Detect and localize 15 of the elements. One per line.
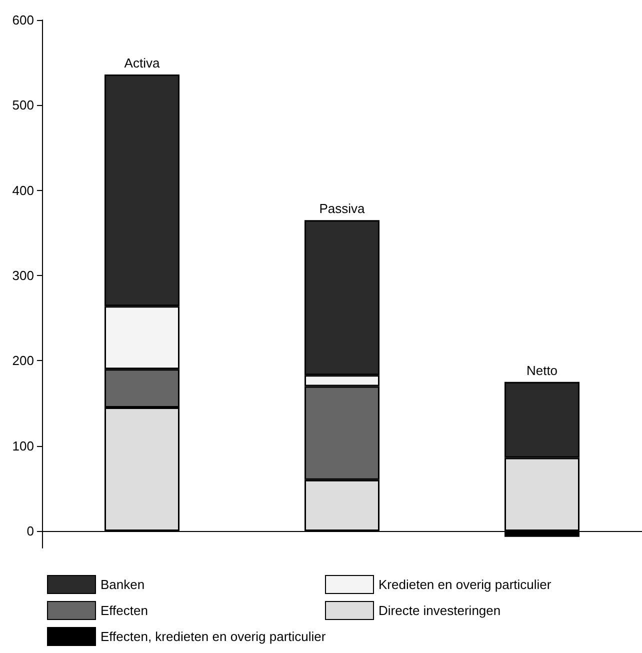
- y-tick-label: 500: [12, 98, 34, 113]
- y-tick-label: 100: [12, 438, 34, 454]
- y-tick-label: 0: [26, 523, 34, 538]
- y-tick-label: 600: [12, 12, 34, 28]
- x-tick-label: Netto: [526, 362, 558, 378]
- legend-label: Directe investeringen: [378, 603, 501, 618]
- y-tick-label: 300: [12, 268, 34, 283]
- x-tick-label: Passiva: [319, 201, 366, 216]
- y-tick-label: 400: [12, 182, 34, 198]
- legend-label: Banken: [100, 577, 145, 592]
- x-tick-label: Activa: [124, 56, 160, 71]
- y-tick-label: 200: [12, 353, 34, 368]
- legend-label: Kredieten en overig particulier: [378, 577, 552, 592]
- legend-label: Effecten: [100, 603, 148, 618]
- legend-label: Effecten, kredieten en overig particulier: [100, 629, 326, 644]
